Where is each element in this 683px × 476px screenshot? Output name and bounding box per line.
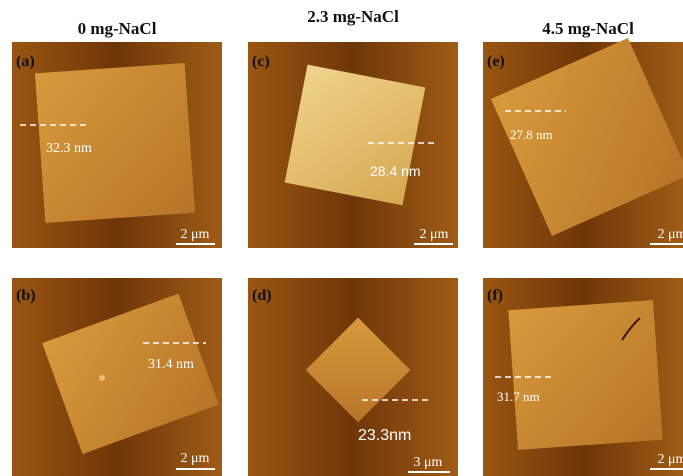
panel: [12, 278, 222, 476]
column-header: 0 mg-NaCl: [78, 19, 157, 38]
scale-label: 2 μm: [658, 227, 683, 242]
panel-label: (f): [487, 287, 503, 304]
thickness-label: 31.7 nm: [497, 389, 540, 404]
panel-label: (a): [16, 53, 35, 70]
thickness-label: 28.4 nm: [370, 163, 421, 179]
column-header: 2.3 mg-NaCl: [307, 7, 399, 26]
panel: [248, 278, 458, 476]
panel-label: (e): [487, 53, 505, 70]
panel: [12, 42, 222, 248]
thickness-label: 23.3nm: [358, 427, 411, 444]
thickness-label: 32.3 nm: [46, 141, 92, 156]
scale-label: 2 μm: [181, 227, 210, 242]
panel: [483, 37, 683, 248]
scale-label: 3 μm: [414, 455, 443, 470]
column-header: 4.5 mg-NaCl: [542, 19, 634, 38]
panel-label: (d): [252, 287, 272, 304]
scale-label: 2 μm: [658, 452, 683, 467]
thickness-label: 27.8 nm: [510, 127, 553, 142]
panel-label: (c): [252, 53, 270, 70]
panel: [483, 278, 683, 476]
panel: [248, 42, 458, 248]
scale-label: 2 μm: [181, 451, 210, 466]
scale-label: 2 μm: [420, 227, 449, 242]
thickness-label: 31.4 nm: [148, 357, 194, 372]
panel-label: (b): [16, 287, 36, 304]
